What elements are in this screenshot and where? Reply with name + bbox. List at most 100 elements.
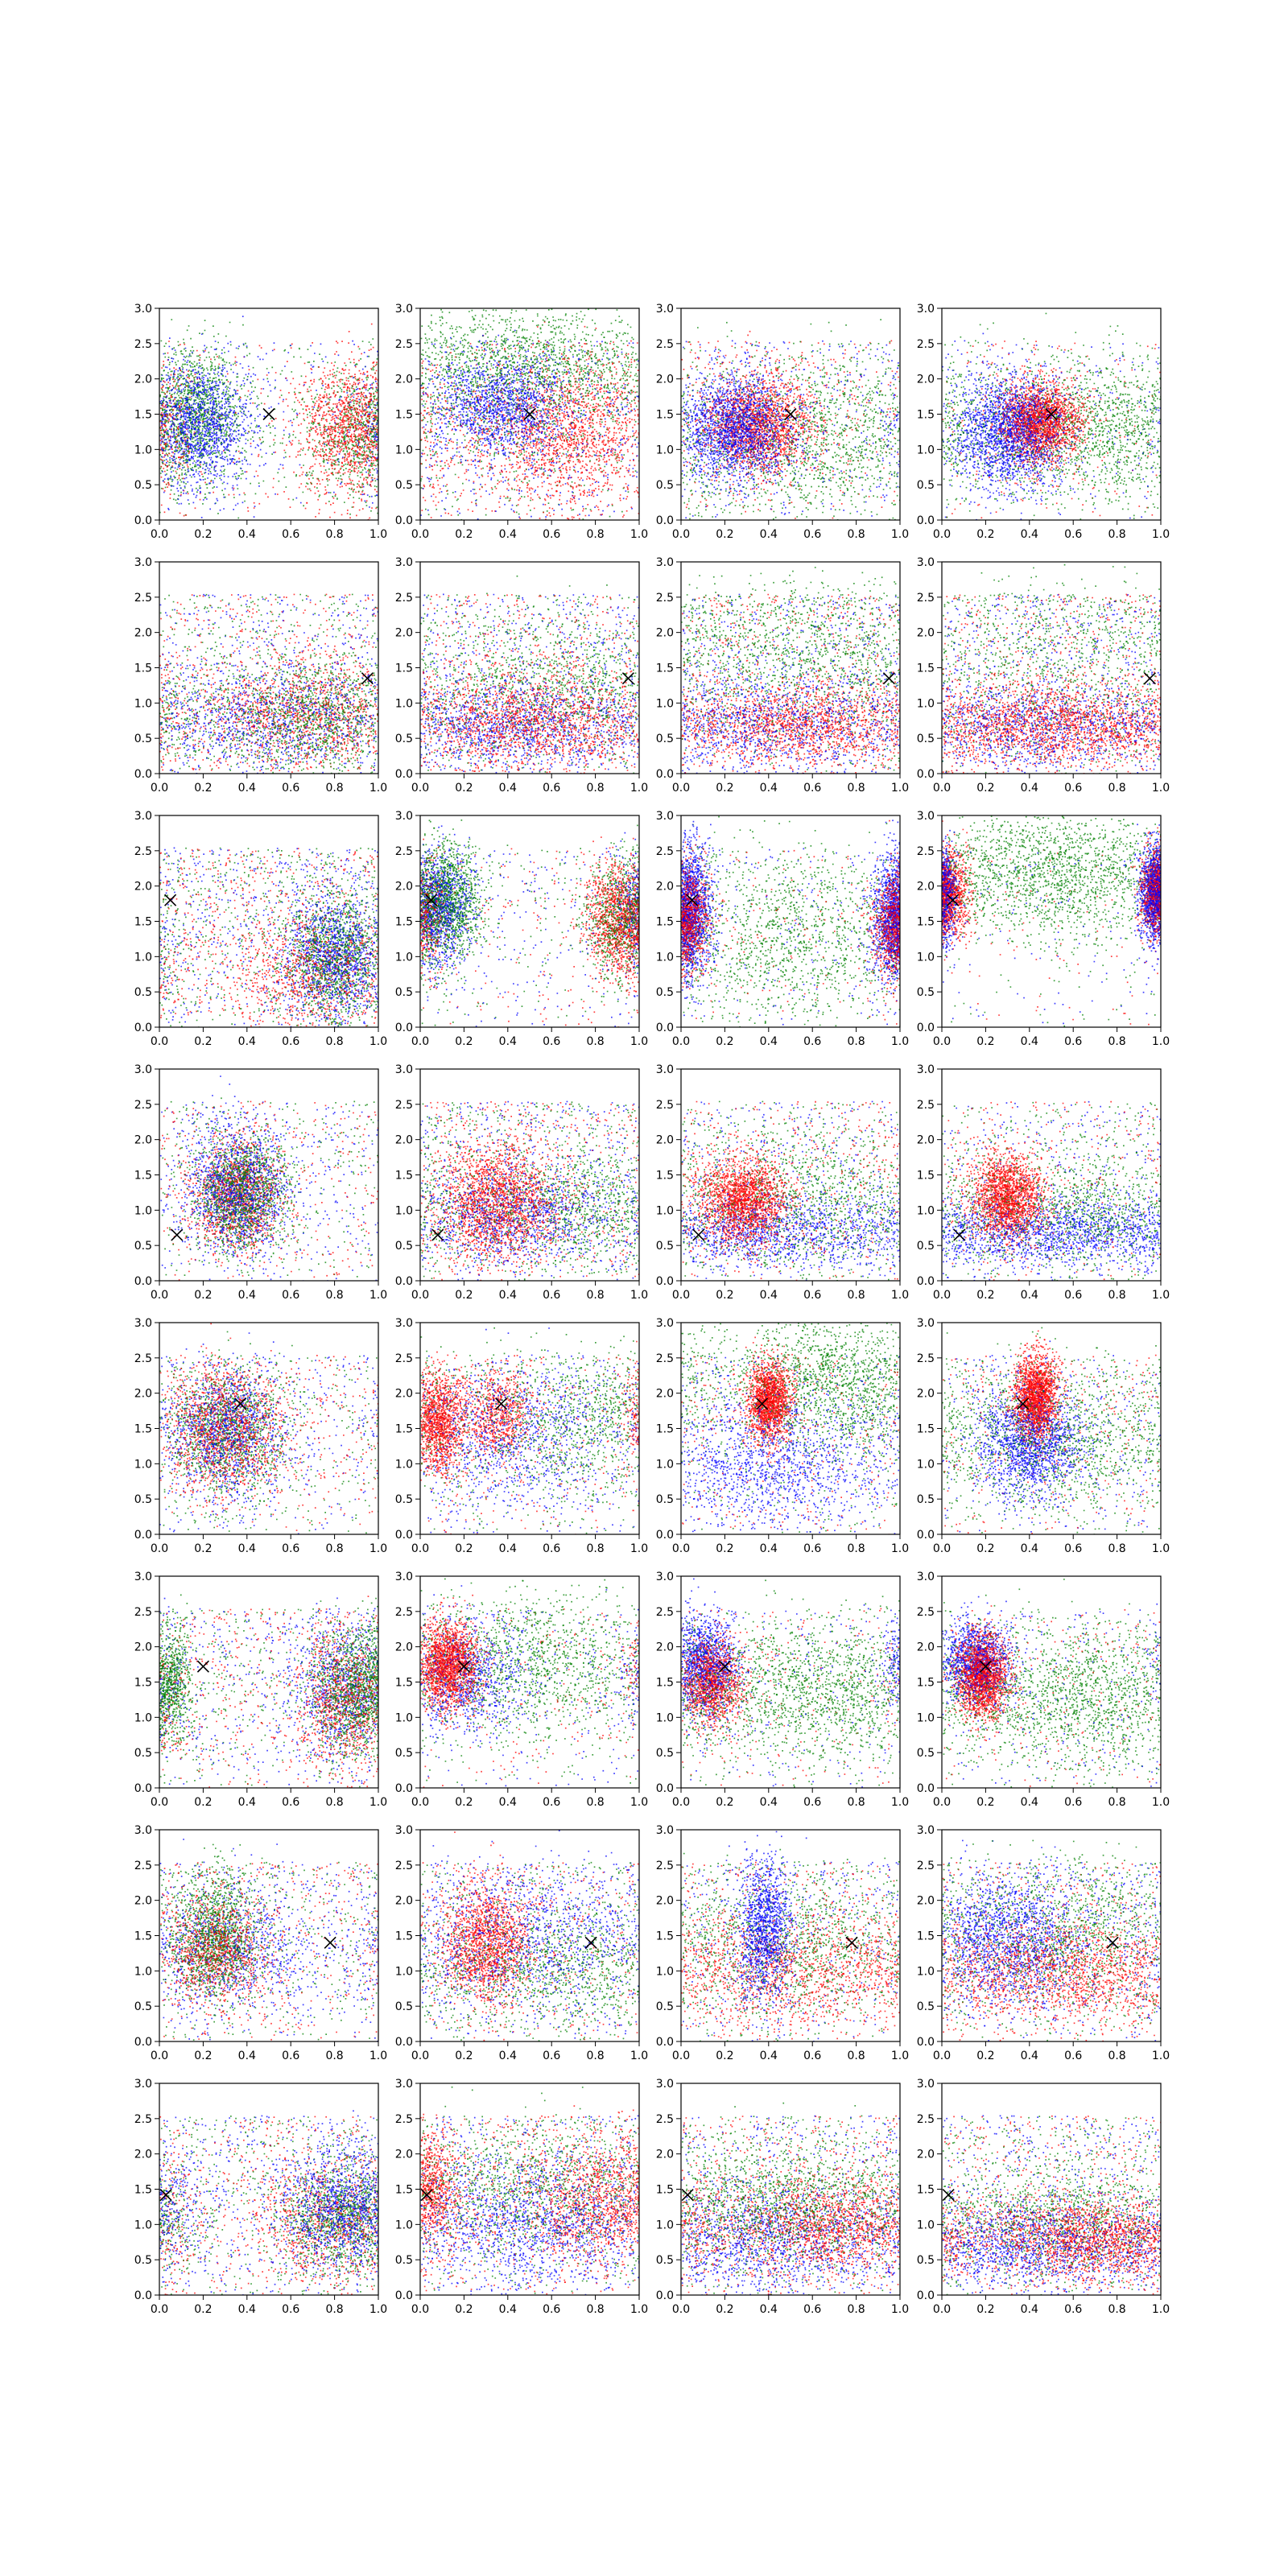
y-tick-label: 0.5 — [656, 986, 674, 999]
x-tick-label: 0.8 — [586, 1289, 604, 1302]
y-tick-label: 2.0 — [395, 1134, 413, 1147]
y-tick-label: 2.5 — [917, 592, 935, 605]
x-tick-label: 0.6 — [543, 2303, 560, 2316]
y-tick-label: 1.5 — [395, 1170, 413, 1183]
x-tick-label: 1.0 — [369, 1035, 387, 1048]
x-tick-label: 0.4 — [238, 782, 256, 795]
x-tick-label: 0.8 — [847, 2050, 865, 2062]
y-tick-label: 0.0 — [134, 2036, 152, 2049]
x-tick-label: 0.6 — [1064, 1796, 1082, 1809]
y-tick-label: 3.0 — [917, 303, 935, 316]
x-tick-label: 0.8 — [1108, 1289, 1125, 1302]
x-tick-label: 0.4 — [238, 1035, 256, 1048]
y-tick-label: 2.0 — [134, 1134, 152, 1147]
scatter-panel: 0.0 0.2 0.4 0.6 0.8 1.00.00.51.01.52.02.53.0 — [917, 2078, 1170, 2316]
y-tick-label: 0.5 — [656, 1240, 674, 1253]
x-tick-label: 0.6 — [1064, 782, 1082, 795]
scatter-panel: 0.0 0.2 0.4 0.6 0.8 1.00.00.51.01.52.02.53.0 — [917, 1317, 1170, 1555]
y-tick-label: 0.0 — [656, 1529, 674, 1542]
y-tick-label: 2.5 — [917, 845, 935, 858]
scatter-panel: 0.0 0.2 0.4 0.6 0.8 1.00.00.51.01.52.02.53.0 — [395, 1824, 648, 2062]
y-tick-label: 1.5 — [395, 1677, 413, 1690]
scatter-panel: 0.0 0.2 0.4 0.6 0.8 1.00.00.51.01.52.02.53.0 — [395, 1063, 648, 1302]
x-tick-label: 0.8 — [1108, 1542, 1125, 1555]
y-tick-label: 2.5 — [656, 845, 674, 858]
x-tick-label: 0.2 — [716, 1035, 733, 1048]
x-tick-label: 1.0 — [891, 1035, 909, 1048]
x-tick-label: 0.2 — [194, 2303, 212, 2316]
x-tick-label: 0.8 — [847, 1289, 865, 1302]
y-tick-label: 3.0 — [656, 556, 674, 569]
y-tick-label: 0.5 — [917, 986, 935, 999]
x-tick-label: 0.8 — [325, 1542, 343, 1555]
x-tick-label: 0.2 — [976, 782, 994, 795]
y-tick-label: 1.0 — [395, 444, 413, 456]
y-tick-label: 3.0 — [656, 303, 674, 316]
y-tick-label: 0.5 — [395, 1493, 413, 1506]
y-tick-label: 1.0 — [656, 1458, 674, 1471]
y-tick-label: 1.5 — [656, 1677, 674, 1690]
x-tick-label: 0.8 — [586, 2303, 604, 2316]
x-tick-label: 0.0 — [672, 2050, 690, 2062]
y-tick-label: 0.0 — [917, 1022, 935, 1034]
scatter-panel: 0.0 0.2 0.4 0.6 0.8 1.00.00.51.01.52.02.53.0 — [134, 1063, 387, 1302]
y-tick-label: 0.0 — [395, 768, 413, 781]
x-tick-label: 0.0 — [151, 528, 168, 541]
x-tick-label: 0.4 — [760, 1289, 778, 1302]
y-tick-label: 1.0 — [917, 951, 935, 964]
x-tick-label: 0.6 — [543, 528, 560, 541]
y-tick-label: 1.0 — [134, 1711, 152, 1724]
x-tick-label: 0.4 — [238, 1796, 256, 1809]
y-tick-label: 3.0 — [656, 1063, 674, 1076]
y-tick-label: 2.5 — [395, 592, 413, 605]
y-tick-label: 1.0 — [134, 1204, 152, 1217]
y-tick-label: 2.5 — [656, 1352, 674, 1365]
y-tick-label: 0.5 — [395, 986, 413, 999]
y-tick-label: 2.0 — [917, 1388, 935, 1401]
y-tick-label: 1.0 — [917, 1204, 935, 1217]
x-tick-label: 0.8 — [847, 1542, 865, 1555]
x-tick-label: 1.0 — [369, 2303, 387, 2316]
x-tick-label: 0.8 — [1108, 782, 1125, 795]
y-tick-label: 1.5 — [917, 916, 935, 929]
y-tick-label: 2.0 — [656, 1895, 674, 1908]
x-tick-label: 0.2 — [455, 528, 473, 541]
y-tick-label: 1.0 — [917, 1458, 935, 1471]
y-tick-label: 0.5 — [134, 733, 152, 745]
y-tick-label: 3.0 — [395, 2078, 413, 2091]
y-tick-label: 1.0 — [395, 1711, 413, 1724]
x-tick-label: 0.4 — [760, 2303, 778, 2316]
y-tick-label: 2.5 — [656, 338, 674, 351]
x-tick-label: 1.0 — [891, 782, 909, 795]
x-tick-label: 0.8 — [586, 2050, 604, 2062]
y-tick-label: 2.0 — [134, 627, 152, 640]
x-tick-label: 0.2 — [976, 1035, 994, 1048]
x-tick-label: 0.2 — [455, 782, 473, 795]
y-tick-label: 0.5 — [917, 1747, 935, 1760]
y-tick-label: 3.0 — [917, 556, 935, 569]
x-tick-label: 0.0 — [672, 1796, 690, 1809]
x-tick-label: 1.0 — [369, 1796, 387, 1809]
scatter-panel: 0.0 0.2 0.4 0.6 0.8 1.00.00.51.01.52.02.53.0 — [134, 1317, 387, 1555]
x-tick-label: 0.4 — [760, 1542, 778, 1555]
scatter-panel: 0.0 0.2 0.4 0.6 0.8 1.00.00.51.01.52.02.53.0 — [395, 2078, 648, 2316]
x-tick-label: 0.0 — [411, 1289, 429, 1302]
y-tick-label: 1.5 — [395, 1930, 413, 1943]
scatter-panel: 0.0 0.2 0.4 0.6 0.8 1.00.00.51.01.52.02.53.0 — [656, 810, 909, 1048]
x-tick-label: 1.0 — [630, 782, 648, 795]
y-tick-label: 1.5 — [917, 663, 935, 675]
y-tick-label: 2.0 — [395, 374, 413, 386]
x-tick-label: 0.6 — [543, 1289, 560, 1302]
y-tick-label: 1.0 — [656, 951, 674, 964]
y-tick-label: 1.0 — [917, 1965, 935, 1978]
x-tick-label: 1.0 — [630, 2303, 648, 2316]
y-tick-label: 1.0 — [395, 1965, 413, 1978]
y-tick-label: 1.5 — [917, 1930, 935, 1943]
x-tick-label: 0.6 — [803, 2303, 821, 2316]
x-tick-label: 0.6 — [803, 1289, 821, 1302]
x-tick-label: 0.2 — [716, 528, 733, 541]
y-tick-label: 2.0 — [134, 2149, 152, 2161]
x-tick-label: 0.0 — [933, 528, 951, 541]
x-tick-label: 0.4 — [760, 1796, 778, 1809]
y-tick-label: 1.5 — [395, 663, 413, 675]
